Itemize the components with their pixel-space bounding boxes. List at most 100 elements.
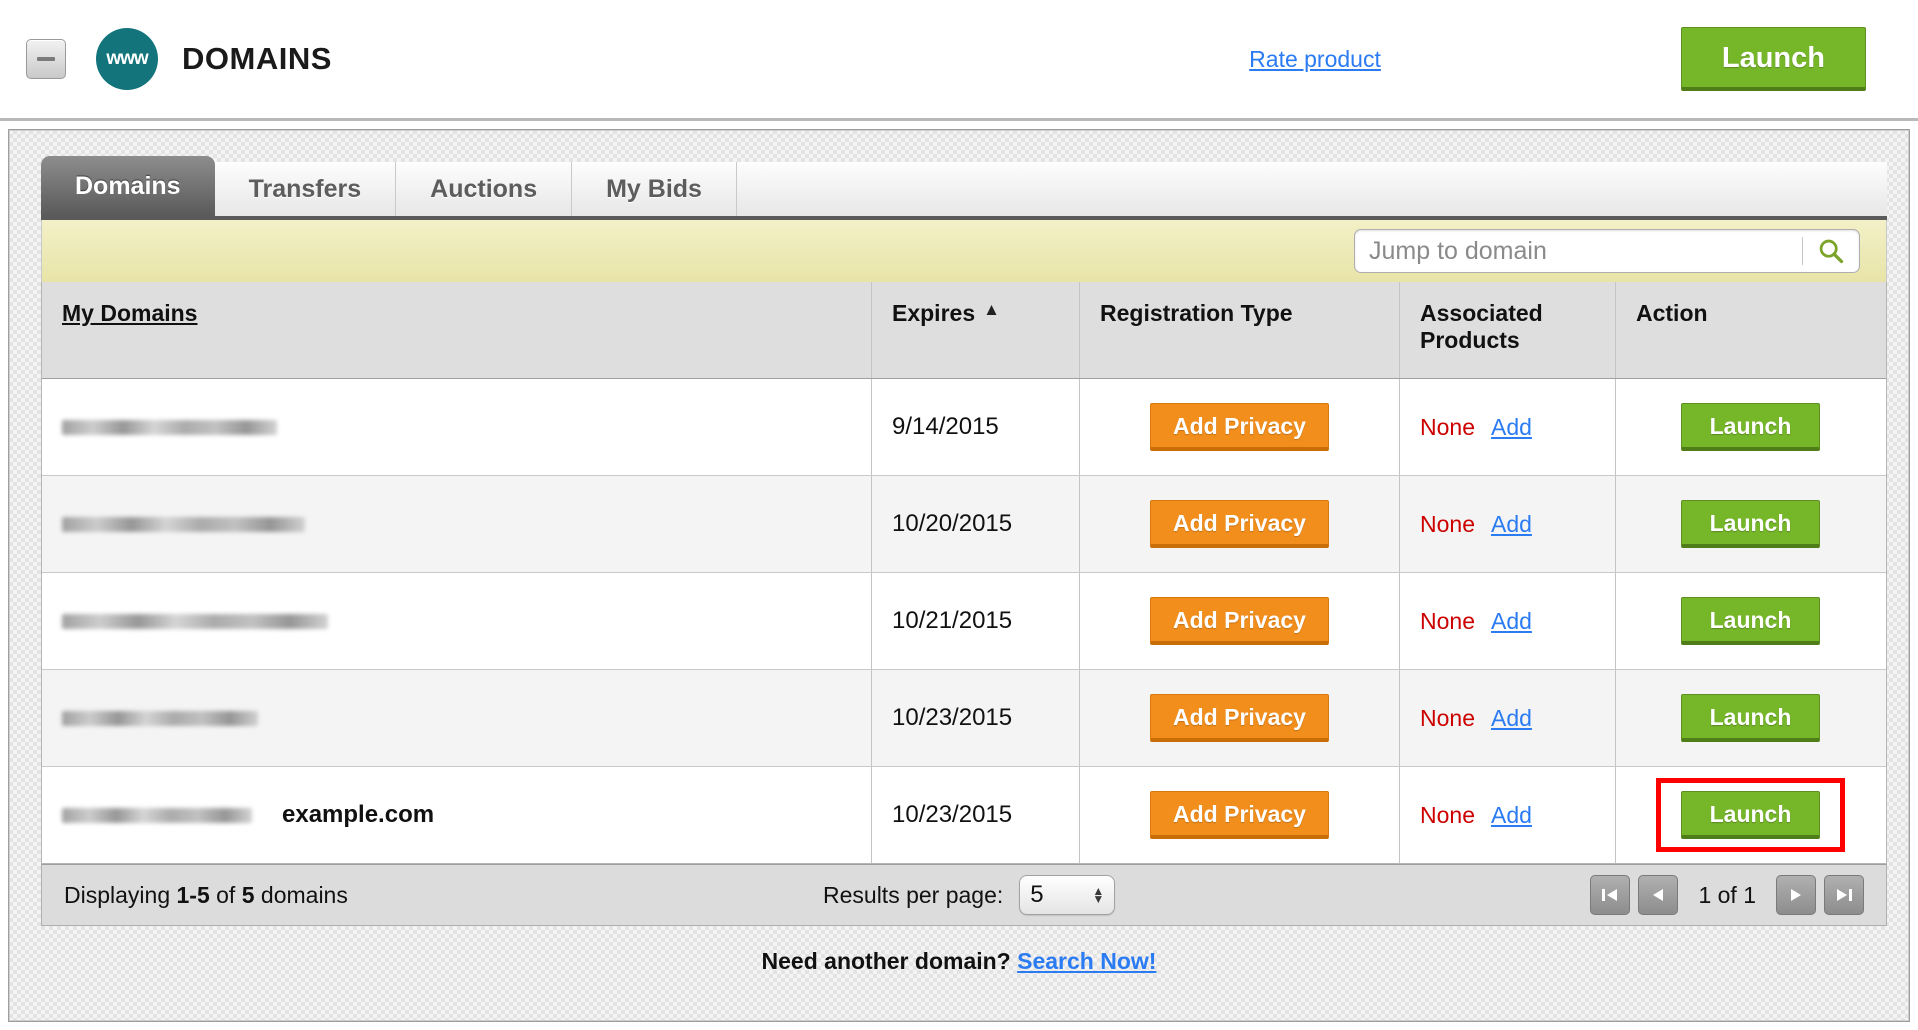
redacted-domain-name [62, 807, 252, 823]
tab-bar-filler [736, 162, 1887, 216]
stepper-arrows-icon: ▲ ▼ [1092, 884, 1105, 906]
cell-action: Launch [1616, 670, 1885, 766]
column-header-expires-label: Expires [892, 300, 976, 326]
associated-products-value: None [1420, 510, 1475, 537]
add-privacy-button[interactable]: Add Privacy [1150, 694, 1329, 742]
collapse-panel-button[interactable] [26, 39, 66, 79]
table-row: 9/14/2015 Add Privacy None Add Launch [42, 379, 1886, 476]
page-title: DOMAINS [182, 41, 332, 76]
displaying-middle: of [209, 881, 242, 908]
pagination-first-button[interactable] [1590, 875, 1631, 915]
rate-product-link[interactable]: Rate product [1249, 45, 1381, 72]
add-privacy-button[interactable]: Add Privacy [1150, 500, 1329, 548]
displaying-prefix: Displaying [64, 881, 177, 908]
app-header: www DOMAINS Rate product Launch [0, 0, 1918, 121]
add-associated-product-link[interactable]: Add [1490, 413, 1532, 440]
search-input[interactable] [1355, 236, 1802, 266]
add-privacy-button[interactable]: Add Privacy [1150, 403, 1329, 451]
column-header-action: Action [1616, 282, 1885, 378]
row-launch-button[interactable]: Launch [1680, 403, 1821, 451]
tab-bar-underline [41, 216, 1887, 220]
pagination-label: 1 of 1 [1698, 881, 1756, 908]
pagination-last-button[interactable] [1824, 875, 1864, 915]
tab-bar: Domains Transfers Auctions My Bids [41, 156, 1887, 216]
associated-products-value: None [1420, 704, 1475, 731]
chevron-left-icon [1653, 889, 1664, 901]
column-header-associated-products: Associated Products [1400, 282, 1616, 378]
row-launch-button-highlighted[interactable]: Launch [1680, 791, 1821, 839]
displaying-total: 5 [241, 881, 255, 908]
jump-to-domain-field[interactable] [1354, 229, 1860, 273]
column-header-my-domains[interactable]: My Domains [42, 282, 872, 378]
cell-registration-type: Add Privacy [1080, 767, 1400, 863]
cell-domain-name [42, 670, 872, 766]
tab-my-bids[interactable]: My Bids [572, 162, 737, 216]
column-header-registration-type: Registration Type [1080, 282, 1400, 378]
first-page-icon [1602, 889, 1618, 901]
cell-expires: 10/23/2015 [872, 767, 1080, 863]
add-associated-product-link[interactable]: Add [1490, 607, 1532, 634]
table-row: example.com 10/23/2015 Add Privacy None … [42, 767, 1886, 863]
displaying-status: Displaying 1-5 of 5 domains [64, 882, 348, 909]
search-divider [1802, 237, 1803, 265]
table-footer: Displaying 1-5 of 5 domains Results per … [41, 864, 1887, 926]
last-page-icon [1837, 889, 1852, 901]
column-header-registration-type-label: Registration Type [1100, 300, 1293, 326]
tab-auctions[interactable]: Auctions [396, 162, 573, 216]
domains-table: My Domains Expires ▲ Registration Type A… [41, 282, 1887, 864]
add-associated-product-link[interactable]: Add [1490, 801, 1532, 828]
cell-expires: 9/14/2015 [872, 379, 1080, 475]
need-another-domain-note: Need another domain? Search Now! [9, 948, 1909, 975]
search-icon [1819, 239, 1844, 264]
logo-label: www [106, 48, 148, 69]
redacted-domain-name [62, 710, 258, 726]
cell-associated-products: None Add [1400, 670, 1616, 766]
header-launch-button[interactable]: Launch [1680, 27, 1866, 91]
redacted-domain-name [62, 419, 277, 435]
results-per-page-value: 5 [1030, 881, 1044, 908]
cell-registration-type: Add Privacy [1080, 379, 1400, 475]
associated-products-value: None [1420, 413, 1475, 440]
cell-domain-name [42, 379, 872, 475]
add-associated-product-link[interactable]: Add [1490, 510, 1532, 537]
table-body: 9/14/2015 Add Privacy None Add Launch [42, 379, 1886, 863]
cell-registration-type: Add Privacy [1080, 476, 1400, 572]
column-header-associated-products-label: Associated Products [1420, 300, 1543, 353]
domain-extra-label: example.com [282, 801, 435, 828]
cell-associated-products: None Add [1400, 573, 1616, 669]
search-button[interactable] [1803, 237, 1859, 265]
cell-associated-products: None Add [1400, 476, 1616, 572]
add-privacy-button[interactable]: Add Privacy [1150, 597, 1329, 645]
row-launch-button[interactable]: Launch [1680, 597, 1821, 645]
results-per-page-group: Results per page: 5 ▲ ▼ [348, 875, 1591, 915]
row-launch-button[interactable]: Launch [1680, 694, 1821, 742]
www-logo-icon: www [96, 28, 158, 90]
column-header-expires[interactable]: Expires ▲ [872, 282, 1080, 378]
cell-domain-name [42, 476, 872, 572]
need-another-domain-text: Need another domain? [761, 948, 1018, 974]
add-privacy-button[interactable]: Add Privacy [1150, 791, 1329, 839]
pagination: 1 of 1 [1590, 875, 1864, 915]
cell-domain-name: example.com [42, 767, 872, 863]
table-header-row: My Domains Expires ▲ Registration Type A… [42, 282, 1886, 379]
search-band [41, 220, 1887, 282]
chevron-right-icon [1791, 889, 1801, 901]
results-per-page-select[interactable]: 5 ▲ ▼ [1019, 875, 1116, 915]
associated-products-value: None [1420, 801, 1475, 828]
cell-action: Launch [1616, 379, 1885, 475]
table-row: 10/21/2015 Add Privacy None Add Launch [42, 573, 1886, 670]
pagination-prev-button[interactable] [1638, 875, 1679, 915]
results-per-page-label: Results per page: [823, 881, 1004, 908]
sort-ascending-icon: ▲ [983, 300, 1000, 319]
pagination-next-button[interactable] [1776, 875, 1816, 915]
launch-button-highlight: Launch [1655, 778, 1846, 852]
cell-action: Launch [1616, 767, 1885, 863]
column-header-my-domains-label: My Domains [62, 300, 198, 326]
row-launch-button[interactable]: Launch [1680, 500, 1821, 548]
add-associated-product-link[interactable]: Add [1490, 704, 1532, 731]
search-now-link[interactable]: Search Now! [1017, 948, 1157, 974]
cell-action: Launch [1616, 573, 1885, 669]
tab-transfers[interactable]: Transfers [214, 162, 397, 216]
tab-domains[interactable]: Domains [41, 156, 215, 216]
